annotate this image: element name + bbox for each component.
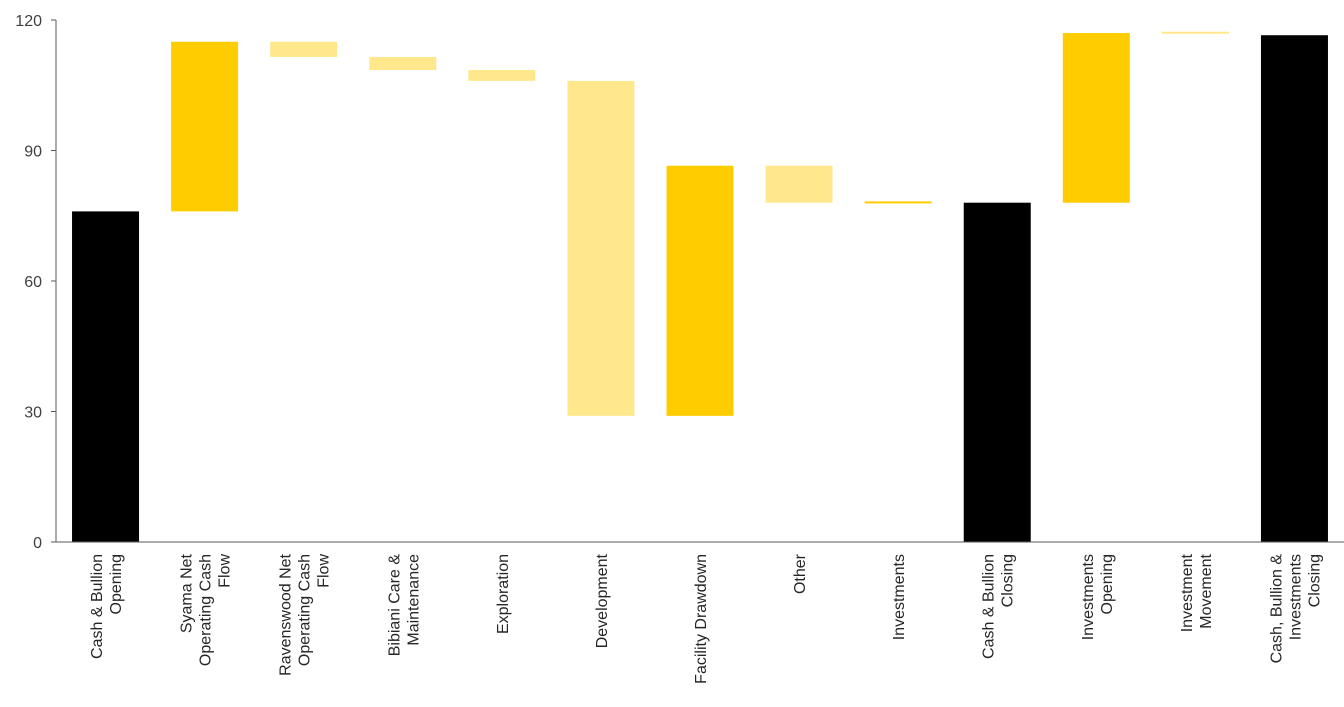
category-label-line: Opening — [108, 554, 125, 615]
category-label-line: Opening — [1099, 554, 1116, 615]
bar-decrease — [468, 70, 536, 81]
bar-increase — [666, 165, 734, 416]
category-label: Development — [594, 553, 611, 648]
category-label-line: Flow — [316, 554, 333, 588]
category-label-line: Exploration — [495, 554, 512, 634]
bar-total — [72, 211, 140, 542]
category-label-line: Cash, Bullion & — [1268, 554, 1285, 664]
category-label: Other — [792, 553, 809, 594]
category-label: Investments Opening — [1080, 554, 1116, 640]
category-label: Exploration — [495, 554, 512, 634]
category-label-line: Cash & Bullion — [981, 554, 998, 659]
bar-increase — [864, 201, 932, 204]
category-label: Investment Movement — [1179, 553, 1215, 632]
category-label-line: Ravenswood Net — [278, 553, 295, 675]
bar-increase — [1062, 33, 1130, 203]
category-label-line: Cash & Bullion — [89, 554, 106, 659]
bar-decrease — [1161, 31, 1229, 34]
y-tick-label: 0 — [33, 535, 42, 552]
bar-decrease — [765, 165, 833, 203]
category-label-line: Flow — [217, 554, 234, 588]
category-label-line: Maintenance — [405, 554, 422, 646]
category-labels: Cash & Bullion Opening Syama Net Operating … — [89, 553, 1323, 683]
category-label-line: Operating Cash — [198, 554, 215, 666]
y-tick-label: 60 — [24, 274, 42, 291]
bar-total — [963, 202, 1031, 542]
category-label: Syama Net Operating Cash Flow — [179, 553, 234, 666]
category-label-line: Closing — [1000, 554, 1017, 607]
bar-increase — [171, 41, 239, 212]
category-label: Cash & Bullion Opening — [89, 554, 125, 659]
bar-decrease — [369, 56, 437, 71]
category-label-line: Bibiani Care & — [386, 554, 403, 657]
category-label-line: Syama Net — [179, 553, 196, 633]
category-label-line: Investment — [1179, 553, 1196, 632]
category-label: Ravenswood Net Operating Cash Flow — [278, 553, 333, 675]
category-label-line: Operating Cash — [297, 554, 314, 666]
category-label: Bibiani Care & Maintenance — [386, 554, 422, 657]
category-label-line: Facility Drawdown — [693, 554, 710, 684]
y-tick-label: 30 — [24, 405, 42, 422]
category-label-line: Closing — [1306, 554, 1323, 607]
bar-total — [1260, 35, 1328, 542]
category-label: Facility Drawdown — [693, 554, 710, 684]
category-label: Cash & Bullion Closing — [981, 554, 1017, 659]
category-label: Investments — [891, 554, 908, 640]
y-tick-label: 120 — [15, 13, 42, 30]
y-tick-label: 90 — [24, 144, 42, 161]
category-label-line: Investments — [891, 554, 908, 640]
category-label: Cash, Bullion & Investments Closing — [1268, 554, 1323, 664]
category-label-line: Other — [792, 553, 809, 594]
category-label-line: Movement — [1198, 553, 1215, 628]
bars — [72, 31, 1328, 542]
bar-decrease — [567, 80, 635, 416]
category-label-line: Development — [594, 553, 611, 648]
category-label-line: Investments — [1287, 554, 1304, 640]
bar-decrease — [270, 41, 338, 57]
category-label-line: Investments — [1080, 554, 1097, 640]
y-axis: 0 30 60 90 120 — [15, 13, 57, 552]
